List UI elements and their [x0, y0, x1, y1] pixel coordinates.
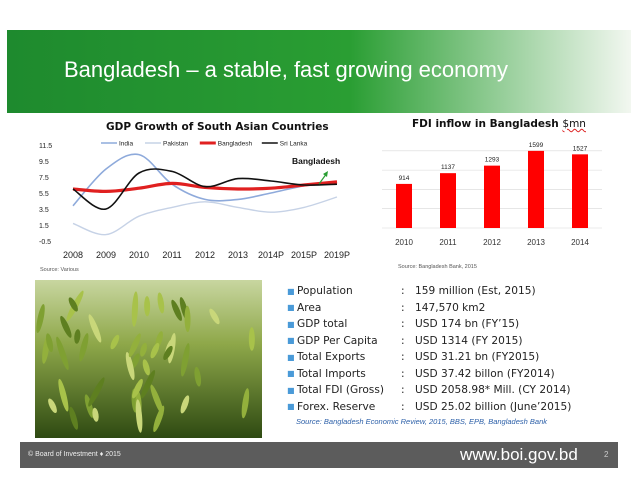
stat-value: USD 37.42 billon (FY2014) — [415, 367, 555, 380]
bullet-icon: ■ — [287, 385, 295, 395]
bottom-source: Source: Bangladesh Economic Review, 2015… — [296, 417, 547, 426]
footer-copyright: © Board of Investment ♦ 2015 — [28, 451, 121, 458]
fdi-value-label: 1527 — [573, 145, 588, 152]
title-bar: Bangladesh – a stable, fast growing econ… — [7, 30, 631, 113]
gdp-growth-chart: 11.5 9.5 7.5 5.5 3.5 1.5 -0.5 2008 2009 2010 2011 2… — [39, 141, 350, 261]
x-tick-label: 2010 — [129, 250, 149, 260]
stat-row: ■ GDP Per Capita: USD 1314 (FY 2015) — [287, 333, 571, 350]
stat-label: Population — [297, 285, 353, 298]
wheat-field-photo — [35, 280, 262, 438]
x-tick-label: 2012 — [195, 250, 215, 260]
bullet-icon: ■ — [287, 303, 295, 313]
y-tick-label: -0.5 — [39, 239, 51, 246]
fdi-inflow-chart: 914 2010 1137 2011 1293 2012 1599 2013 1527 2014 — [382, 142, 602, 247]
bullet-icon: ■ — [287, 286, 295, 296]
fdi-chart-title-text: FDI inflow in Bangladesh — [412, 118, 559, 130]
footer-url[interactable]: www.boi.gov.bd — [460, 445, 578, 464]
bullet-icon: ■ — [287, 336, 295, 346]
series-line-pakistan — [72, 196, 338, 236]
stat-colon: : — [401, 318, 405, 331]
stat-label: Total Imports — [297, 367, 366, 380]
stat-value: 159 million (Est, 2015) — [415, 285, 536, 298]
stat-label: Forex. Reserve — [297, 400, 376, 413]
stat-colon: : — [401, 367, 405, 380]
y-tick-label: 1.5 — [39, 223, 49, 230]
fdi-bar-2011 — [440, 173, 456, 228]
bullet-icon: ■ — [287, 319, 295, 329]
stat-label: GDP Per Capita — [297, 334, 378, 347]
y-tick-label: 3.5 — [39, 207, 49, 214]
legend-label: India — [119, 141, 133, 148]
fdi-x-tick-label: 2011 — [439, 238, 457, 247]
stat-colon: : — [401, 301, 405, 314]
legend-label: Sri Lanka — [280, 141, 308, 148]
economic-stats-list: ■ Population:159 million (Est, 2015) ■ Area… — [287, 283, 571, 415]
stat-colon: : — [401, 384, 405, 397]
stat-value: USD 31.21 bn (FY2015) — [415, 351, 540, 364]
legend-label: Pakistan — [163, 141, 188, 148]
legend-label: Bangladesh — [218, 141, 253, 148]
annotation-arrow-head — [323, 171, 328, 177]
stat-row: ■ Area:147,570 km2 — [287, 300, 571, 317]
stat-colon: : — [401, 351, 405, 364]
fdi-value-label: 1137 — [441, 164, 455, 171]
y-tick-label: 9.5 — [39, 159, 49, 166]
fdi-x-tick-label: 2014 — [571, 238, 589, 247]
fdi-bar-2014 — [572, 154, 588, 228]
bangladesh-annotation: Bangladesh — [292, 156, 340, 166]
fdi-x-tick-label: 2013 — [527, 238, 545, 247]
y-tick-label: 5.5 — [39, 191, 49, 198]
stat-value: USD 1314 (FY 2015) — [415, 334, 523, 347]
stat-row: ■ Forex. Reserve: USD 25.02 billion (June’… — [287, 399, 571, 416]
fdi-bar-2010 — [396, 183, 412, 228]
fdi-x-tick-label: 2012 — [483, 238, 501, 247]
stat-value: 147,570 km2 — [415, 301, 486, 314]
page-number: 2 — [604, 450, 609, 459]
fdi-bar-2013 — [528, 150, 544, 228]
x-tick-label: 2014P — [258, 250, 284, 260]
stat-colon: : — [401, 334, 405, 347]
fdi-chart-unit: $mn — [562, 118, 586, 130]
stat-label: Area — [297, 301, 322, 314]
stat-value: USD 174 bn (FY’15) — [415, 318, 520, 331]
x-tick-label: 2009 — [96, 250, 116, 260]
x-tick-label: 2011 — [162, 250, 181, 260]
stat-label: Total Exports — [297, 351, 366, 364]
fdi-value-label: 1599 — [529, 142, 544, 149]
stat-colon: : — [401, 285, 405, 298]
fdi-value-label: 1293 — [485, 157, 500, 164]
stat-row: ■ Total FDI (Gross): USD 2058.98* Mill. (C… — [287, 382, 571, 399]
stat-colon: : — [401, 400, 405, 413]
source-various: Source: Various — [40, 267, 79, 273]
stat-value: USD 2058.98* Mill. (CY 2014) — [415, 384, 571, 397]
stat-row: ■ Total Exports: USD 31.21 bn (FY2015) — [287, 349, 571, 366]
y-tick-label: 7.5 — [39, 175, 49, 182]
x-tick-label: 2008 — [63, 250, 83, 260]
stat-row: ■ GDP total: USD 174 bn (FY’15) — [287, 316, 571, 333]
source-bangladesh-bank: Source: Bangladesh Bank, 2015 — [398, 264, 477, 270]
stat-row: ■ Total Imports: USD 37.42 billon (FY2014) — [287, 366, 571, 383]
bullet-icon: ■ — [287, 402, 295, 412]
x-tick-label: 2019P — [324, 250, 350, 260]
fdi-bar-2012 — [484, 165, 500, 228]
series-line-india — [72, 153, 338, 207]
stat-value: USD 25.02 billion (June’2015) — [415, 400, 572, 413]
slide-title: Bangladesh – a stable, fast growing econ… — [64, 57, 508, 82]
x-tick-label: 2013 — [228, 250, 248, 260]
stat-label: Total FDI (Gross) — [297, 384, 384, 397]
gdp-chart-title: GDP Growth of South Asian Countries — [106, 121, 329, 133]
stat-row: ■ Population:159 million (Est, 2015) — [287, 283, 571, 300]
plot-area — [67, 145, 343, 241]
footer-bar: © Board of Investment ♦ 2015 www.boi.gov… — [20, 442, 618, 468]
y-tick-label: 11.5 — [39, 143, 52, 150]
bullet-icon: ■ — [287, 369, 295, 379]
stat-label: GDP total — [297, 318, 348, 331]
x-tick-label: 2015P — [291, 250, 317, 260]
series-line-sri-lanka — [72, 168, 338, 210]
fdi-chart-title: FDI inflow in Bangladesh $mn — [412, 118, 586, 130]
fdi-value-label: 914 — [399, 175, 410, 182]
fdi-x-tick-label: 2010 — [395, 238, 413, 247]
bullet-icon: ■ — [287, 352, 295, 362]
